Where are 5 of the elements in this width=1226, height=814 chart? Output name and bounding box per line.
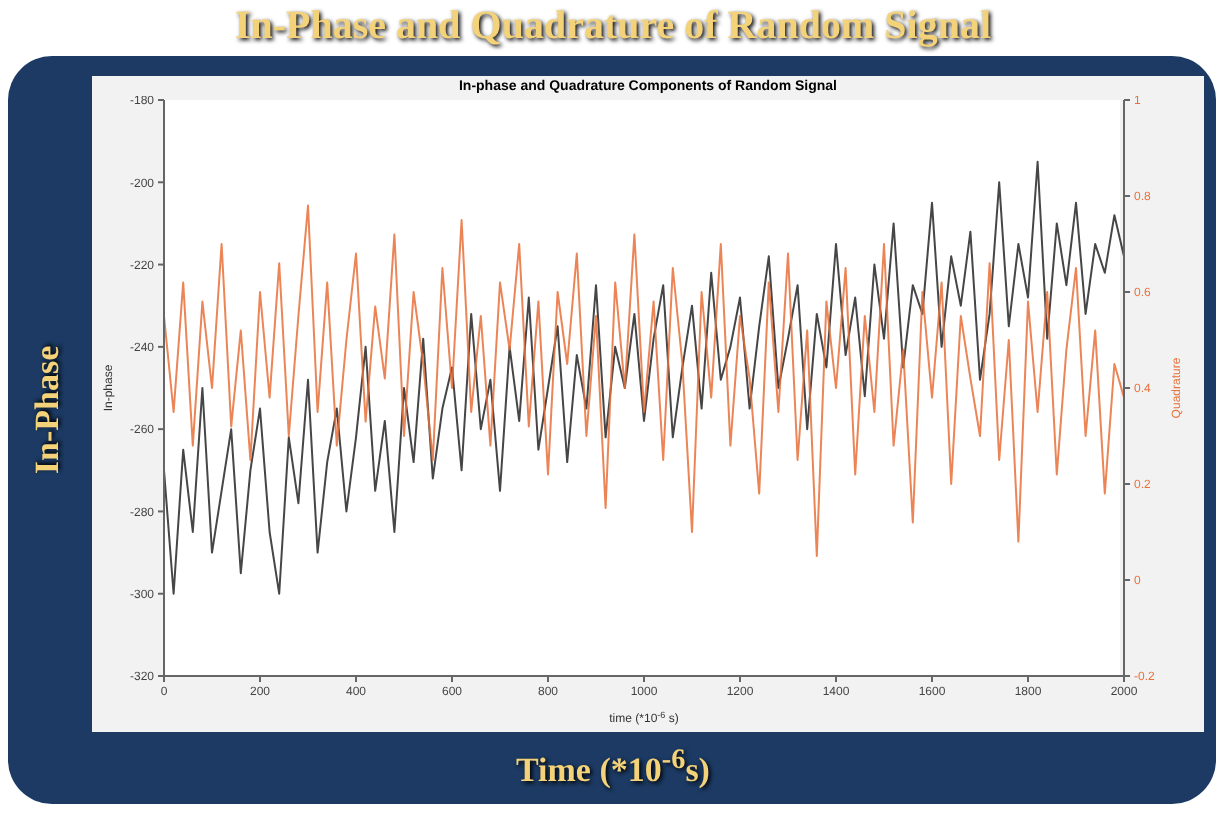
text: In-Phase — [28, 345, 68, 475]
line-series — [164, 160, 1124, 595]
chart-title: In-Phase and Quadrature of Random Signal — [232, 4, 994, 50]
line-series — [164, 204, 1124, 557]
text: Time (*10$^{-6}$s) — [514, 744, 712, 792]
